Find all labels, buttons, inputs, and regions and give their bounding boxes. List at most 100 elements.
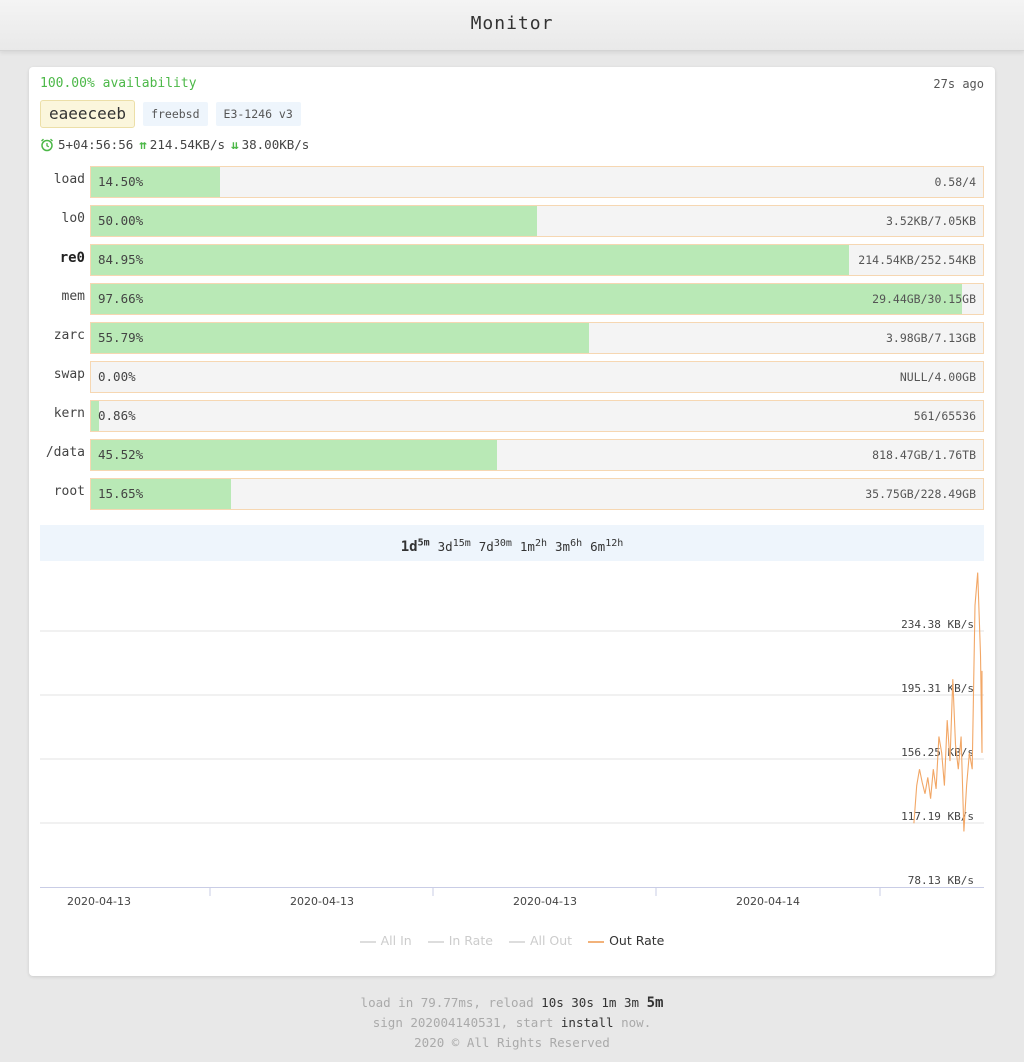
metric-label: load (53, 172, 85, 187)
chart-legend: All In In Rate All Out Out Rate (29, 933, 995, 948)
y-tick-label: 117.19 KB/s (901, 810, 974, 823)
range-label: 3d (437, 538, 453, 554)
copyright: 2020 © All Rights Reserved (414, 1035, 610, 1050)
x-tick-label: 2020-04-13 (67, 895, 131, 908)
y-tick-label: 195.31 KB/s (901, 682, 974, 695)
last-updated: 27s ago (933, 77, 984, 91)
range-option-7d[interactable]: 7d30m (479, 538, 512, 554)
reload-option[interactable]: 10s (541, 995, 564, 1010)
metric-label: zarc (53, 328, 85, 343)
upload-arrows-icon: ⇈ (139, 137, 147, 152)
metric-bar-track: 50.00% 3.52KB/7.05KB (90, 205, 984, 237)
metric-row: kern 0.86% 561/65536 (29, 400, 995, 439)
cpu-tag: E3-1246 v3 (215, 102, 301, 126)
os-tag: freebsd (143, 102, 208, 126)
legend-label: In Rate (448, 933, 493, 948)
legend-item[interactable]: In Rate (427, 933, 493, 948)
metric-label: mem (61, 289, 85, 304)
metric-percent: 15.65% (98, 486, 144, 501)
range-option-1m[interactable]: 1m2h (520, 537, 548, 554)
reload-option[interactable]: 3m (623, 995, 640, 1010)
metric-label: kern (53, 406, 85, 421)
reload-options: 10s 30s 1m 3m (541, 995, 646, 1010)
time-range-selector: 1d5m 3d15m 7d30m 1m2h 3m6h 6m12h (40, 525, 984, 561)
metric-label: re0 (59, 250, 85, 266)
metric-bar-track: 97.66% 29.44GB/30.15GB (90, 283, 984, 315)
metric-percent: 55.79% (98, 330, 144, 345)
range-interval: 5m (417, 537, 430, 548)
download-arrows-icon: ⇊ (231, 137, 239, 152)
metric-bar-fill (91, 401, 99, 431)
legend-item[interactable]: All In (359, 933, 412, 948)
reload-option[interactable]: 30s (571, 995, 594, 1010)
metric-bar-track: 45.52% 818.47GB/1.76TB (90, 439, 984, 471)
metric-value: 29.44GB/30.15GB (872, 292, 976, 306)
metric-row: lo0 50.00% 3.52KB/7.05KB (29, 205, 995, 244)
sign-text: sign 202004140531, start (372, 1015, 554, 1030)
install-link[interactable]: install (560, 1015, 614, 1030)
load-line: load in 79.77ms, reload 10s 30s 1m 3m 5m (0, 993, 1024, 1013)
metric-value: 561/65536 (913, 409, 976, 423)
metric-percent: 84.95% (98, 252, 144, 267)
range-interval: 2h (534, 537, 548, 549)
range-option-3m[interactable]: 3m6h (555, 537, 583, 554)
range-option-1d[interactable]: 1d5m (401, 537, 430, 555)
page-title: Monitor (470, 13, 554, 34)
legend-item[interactable]: All Out (508, 933, 573, 948)
metric-bar-fill (91, 440, 498, 470)
availability-text: 100.00% availability (40, 76, 197, 91)
range-label: 6m (590, 538, 606, 554)
download-value: 38.00KB/s (241, 137, 310, 152)
metric-value: 214.54KB/252.54KB (858, 253, 976, 267)
metric-bar-fill (91, 167, 221, 197)
reload-option[interactable]: 1m (601, 995, 617, 1010)
legend-swatch (588, 940, 605, 943)
metric-bar-track: 15.65% 35.75GB/228.49GB (90, 478, 984, 510)
upload-value: 214.54KB/s (149, 137, 226, 152)
metric-row: re0 84.95% 214.54KB/252.54KB (29, 244, 995, 283)
legend-label: All In (380, 933, 412, 948)
sign-line: sign 202004140531, start install now. (0, 1013, 1024, 1033)
metric-value: NULL/4.00GB (899, 370, 976, 384)
metric-row: zarc 55.79% 3.98GB/7.13GB (29, 322, 995, 361)
uptime-stat: 5+04:56:56 (40, 137, 133, 152)
uptime-value: 5+04:56:56 (58, 137, 134, 152)
legend-item[interactable]: Out Rate (588, 933, 664, 948)
metric-percent: 45.52% (98, 447, 144, 462)
range-label: 3m (555, 538, 571, 554)
range-interval: 12h (605, 537, 624, 549)
reload-option-active[interactable]: 5m (646, 995, 664, 1011)
metric-value: 818.47GB/1.76TB (872, 448, 976, 462)
metric-label: lo0 (61, 211, 85, 226)
y-tick-label: 234.38 KB/s (901, 618, 974, 631)
legend-swatch (508, 940, 525, 943)
metric-row: load 14.50% 0.58/4 (29, 166, 995, 205)
metric-bar-track: 0.86% 561/65536 (90, 400, 984, 432)
range-interval: 6h (570, 537, 583, 549)
page-header: Monitor (0, 0, 1024, 51)
x-tick-label: 2020-04-14 (736, 895, 800, 908)
sign-suffix: now. (621, 1015, 652, 1030)
legend-label: All Out (529, 933, 573, 948)
metric-bar-fill (91, 245, 849, 275)
metric-bar-fill (91, 206, 537, 236)
metric-bar-track: 14.50% 0.58/4 (90, 166, 984, 198)
metric-value: 3.52KB/7.05KB (885, 214, 976, 228)
metric-bar-fill (91, 284, 963, 314)
metric-bar-fill (91, 323, 589, 353)
range-option-6m[interactable]: 6m12h (590, 537, 624, 554)
metric-percent: 0.00% (98, 369, 136, 384)
metric-label: /data (45, 445, 85, 460)
load-time-text: load in 79.77ms, reload (360, 995, 534, 1010)
metric-bars: load 14.50% 0.58/4 lo0 50.00% 3.52KB/7.05KB re… (29, 166, 995, 517)
range-option-3d[interactable]: 3d15m (437, 538, 471, 554)
server-card: 100.00% availability 27s ago eaeeceeb fr… (29, 67, 995, 976)
page-footer: load in 79.77ms, reload 10s 30s 1m 3m 5m… (0, 993, 1024, 1053)
metric-label: swap (53, 367, 85, 382)
server-tags: eaeeceeb freebsd E3-1246 v3 (40, 100, 301, 128)
metric-bar-track: 84.95% 214.54KB/252.54KB (90, 244, 984, 276)
metric-row: swap 0.00% NULL/4.00GB (29, 361, 995, 400)
metric-percent: 97.66% (98, 291, 144, 306)
metric-percent: 50.00% (98, 213, 144, 228)
metric-row: root 15.65% 35.75GB/228.49GB (29, 478, 995, 517)
